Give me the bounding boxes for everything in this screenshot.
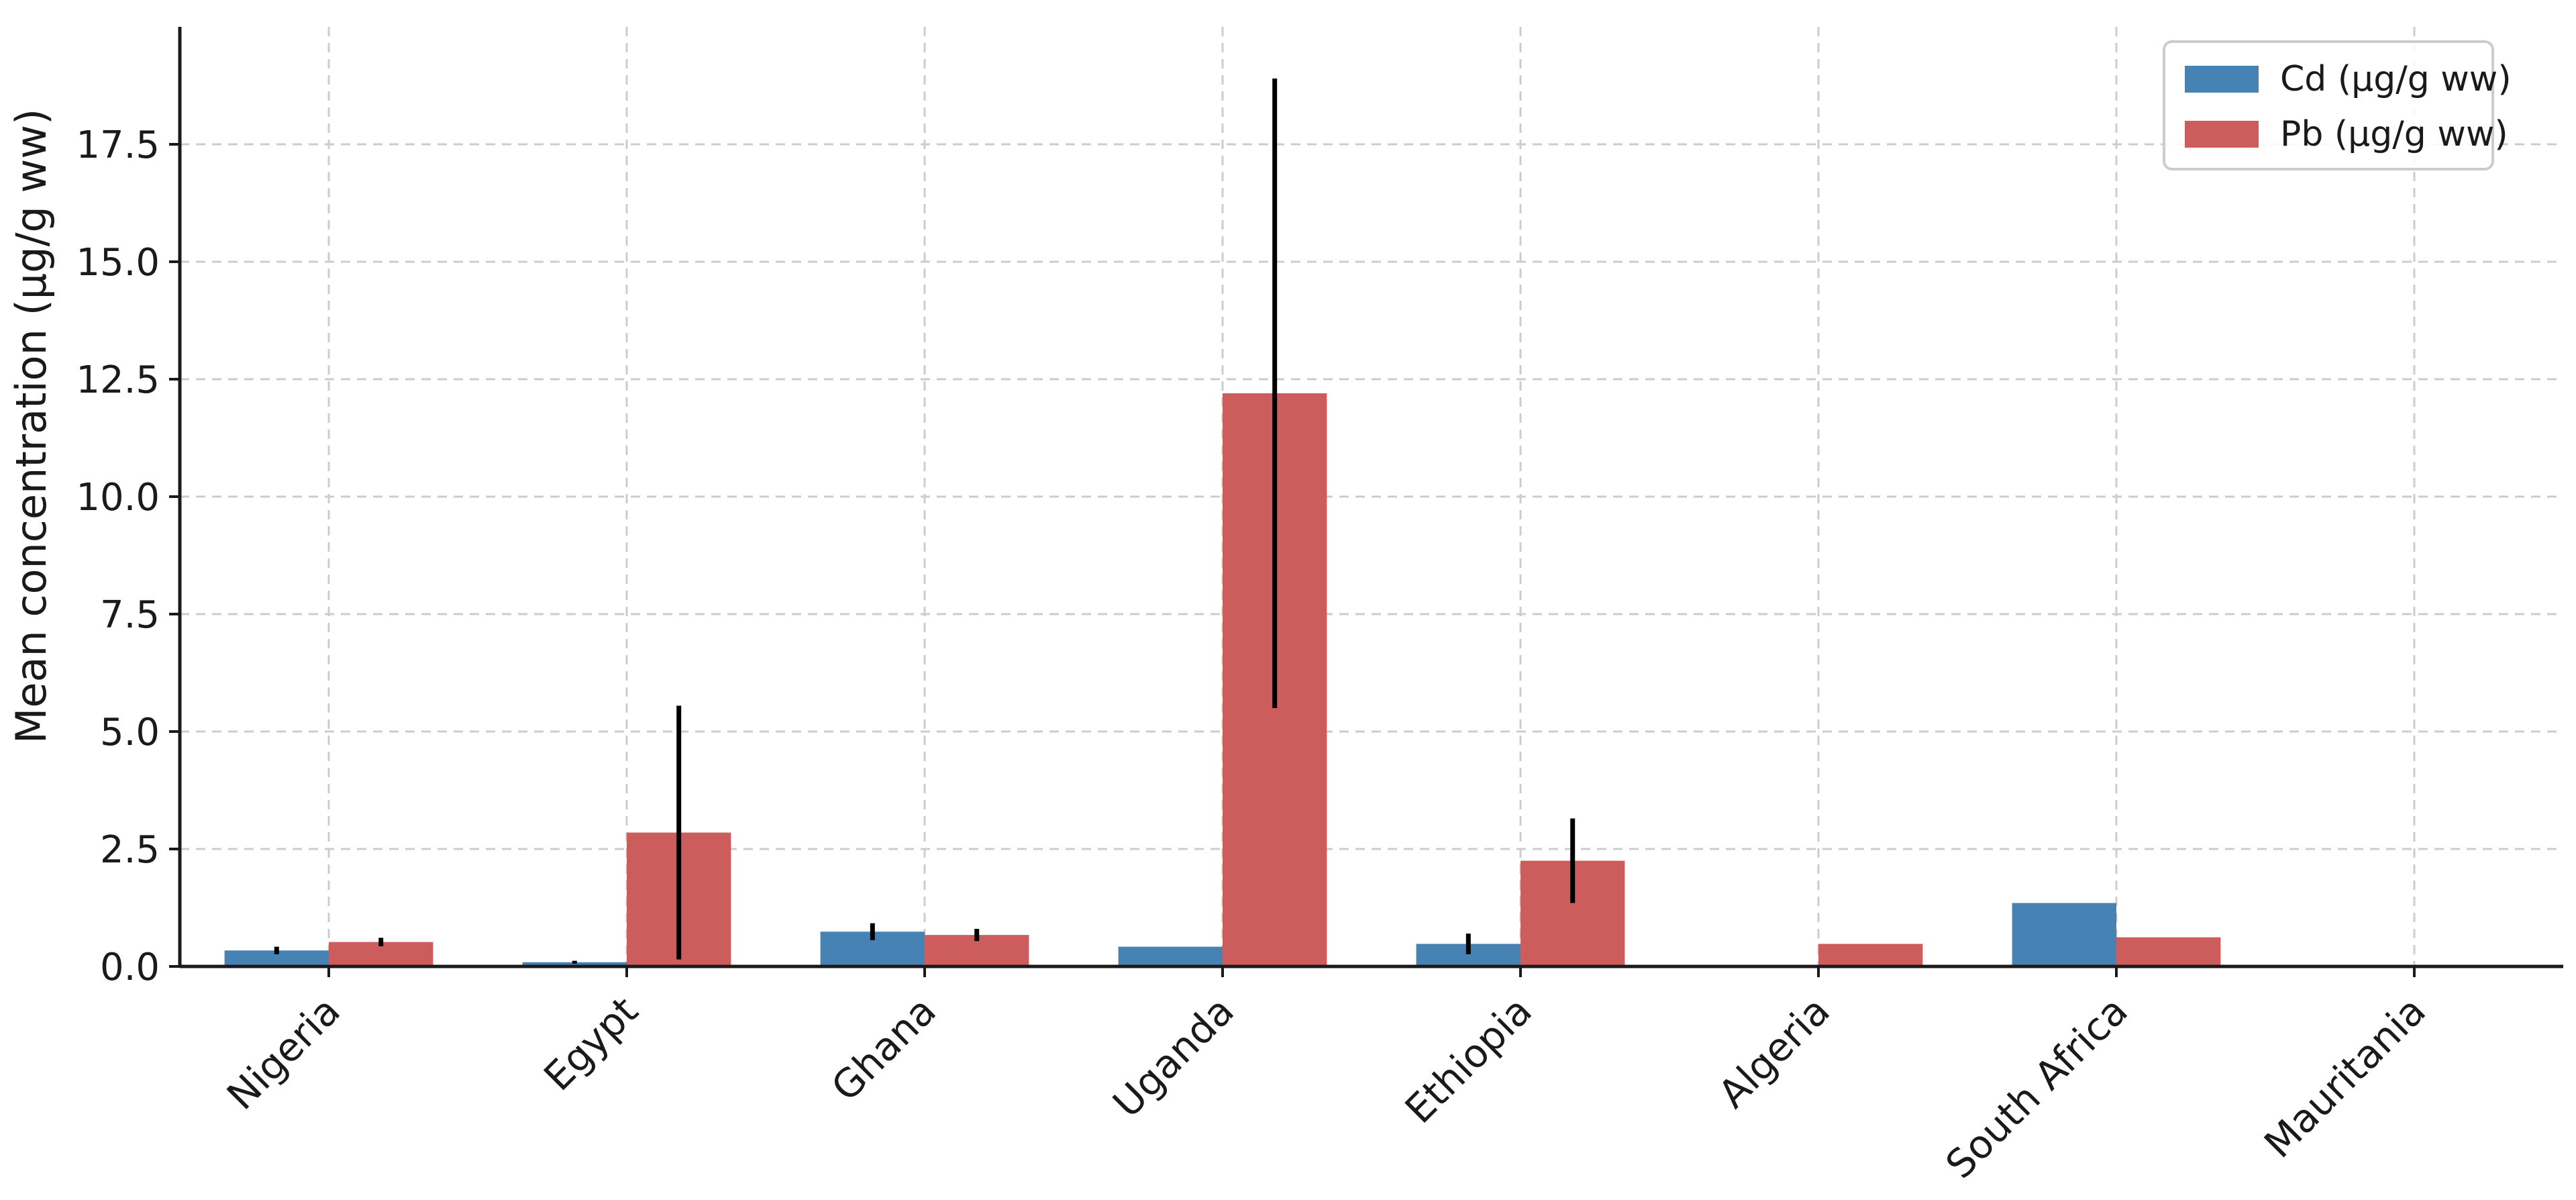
bar-cd xyxy=(224,950,329,966)
bar-pb xyxy=(1818,944,1923,966)
y-tick-label: 7.5 xyxy=(100,593,160,637)
y-tick-label: 15.0 xyxy=(76,241,160,285)
bar-cd xyxy=(1118,946,1223,966)
bars-layer xyxy=(224,393,2414,966)
y-axis-title: Mean concentration (µg/g ww) xyxy=(7,109,56,744)
legend: Cd (µg/g ww) Pb (µg/g ww) xyxy=(2163,40,2512,170)
legend-label-pb: Pb (µg/g ww) xyxy=(2280,114,2508,154)
y-tick-label: 0.0 xyxy=(100,946,160,989)
bar-cd xyxy=(522,962,627,966)
y-tick-label: 5.0 xyxy=(100,711,160,754)
bar-cd xyxy=(2012,903,2116,966)
y-tick-label: 12.5 xyxy=(76,358,160,402)
error-bars-layer xyxy=(274,79,1576,964)
x-tick-label: Nigeria xyxy=(218,988,349,1119)
x-tick-label: Egypt xyxy=(535,988,646,1099)
y-tick-label: 17.5 xyxy=(76,123,160,167)
x-tick-label: South Africa xyxy=(1937,988,2136,1187)
x-tick-label: Ethiopia xyxy=(1396,988,1541,1132)
y-tick-label: 2.5 xyxy=(100,828,160,872)
x-tick-label: Uganda xyxy=(1104,988,1242,1126)
legend-swatch-pb xyxy=(2185,121,2259,148)
legend-swatch-cd xyxy=(2185,66,2259,93)
bar-pb xyxy=(2116,937,2221,966)
x-tick-label: Algeria xyxy=(1710,988,1839,1117)
x-tick-label: Ghana xyxy=(823,988,945,1110)
legend-label-cd: Cd (µg/g ww) xyxy=(2280,59,2512,99)
y-tick-label: 10.0 xyxy=(76,476,160,519)
x-tick-label: Mauritania xyxy=(2255,988,2434,1167)
